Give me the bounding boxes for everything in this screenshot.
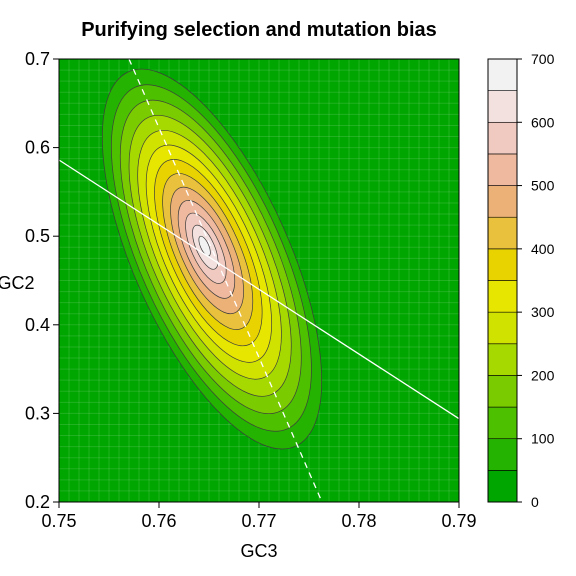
y-tick-label: 0.5 bbox=[25, 226, 50, 246]
y-tick-label: 0.6 bbox=[25, 138, 50, 158]
colorbar-tick-label: 400 bbox=[531, 241, 555, 257]
x-tick-label: 0.76 bbox=[141, 511, 176, 531]
colorbar-segment bbox=[487, 185, 518, 218]
x-tick-label: 0.75 bbox=[41, 511, 76, 531]
colorbar-tick-label: 500 bbox=[531, 178, 555, 194]
contour-level-13 bbox=[198, 235, 211, 257]
colorbar-segment bbox=[487, 375, 518, 408]
colorbar-segment bbox=[487, 216, 518, 250]
x-tick-label: 0.78 bbox=[341, 511, 376, 531]
colorbar-tick-label: 0 bbox=[531, 494, 539, 510]
colorbar-tick-label: 200 bbox=[531, 367, 555, 383]
y-tick-label: 0.4 bbox=[25, 315, 50, 335]
colorbar-segment bbox=[487, 121, 518, 155]
colorbar: 0 100 200 300 400 500 600 700 bbox=[487, 51, 555, 510]
x-tick-label: 0.77 bbox=[241, 511, 276, 531]
regression-lines bbox=[58, 58, 460, 503]
chart-title: Purifying selection and mutation bias bbox=[81, 19, 437, 41]
colorbar-segment bbox=[487, 311, 518, 345]
colorbar-segment bbox=[487, 90, 518, 123]
colorbar-segment bbox=[487, 248, 518, 281]
y-axis-label: GC2 bbox=[0, 273, 35, 293]
colorbar-tick-label: 100 bbox=[531, 431, 555, 447]
y-tick-label: 0.2 bbox=[25, 492, 50, 512]
plot-area bbox=[58, 58, 460, 503]
x-tick-label: 0.79 bbox=[441, 511, 476, 531]
solid-line bbox=[58, 159, 460, 420]
y-tick-label: 0.7 bbox=[25, 49, 50, 69]
colorbar-segment bbox=[487, 58, 518, 91]
colorbar-tick-label: 300 bbox=[531, 304, 555, 320]
colorbar-segment bbox=[487, 406, 518, 440]
y-axis-ticks: 0.2 0.3 0.4 0.5 0.6 0.7 bbox=[25, 49, 59, 512]
y-tick-label: 0.3 bbox=[25, 403, 50, 423]
colorbar-tick-label: 700 bbox=[531, 51, 555, 67]
colorbar-segment bbox=[487, 470, 518, 503]
colorbar-segment bbox=[487, 343, 518, 376]
x-axis-label: GC3 bbox=[240, 541, 277, 561]
colorbar-segment bbox=[487, 280, 518, 313]
colorbar-segment bbox=[487, 153, 518, 186]
x-axis-ticks: 0.75 0.76 0.77 0.78 0.79 bbox=[41, 502, 477, 531]
colorbar-tick-label: 600 bbox=[531, 114, 555, 130]
dashed-line bbox=[128, 58, 323, 503]
colorbar-segment bbox=[487, 438, 518, 471]
colorbar-frame bbox=[487, 58, 518, 503]
